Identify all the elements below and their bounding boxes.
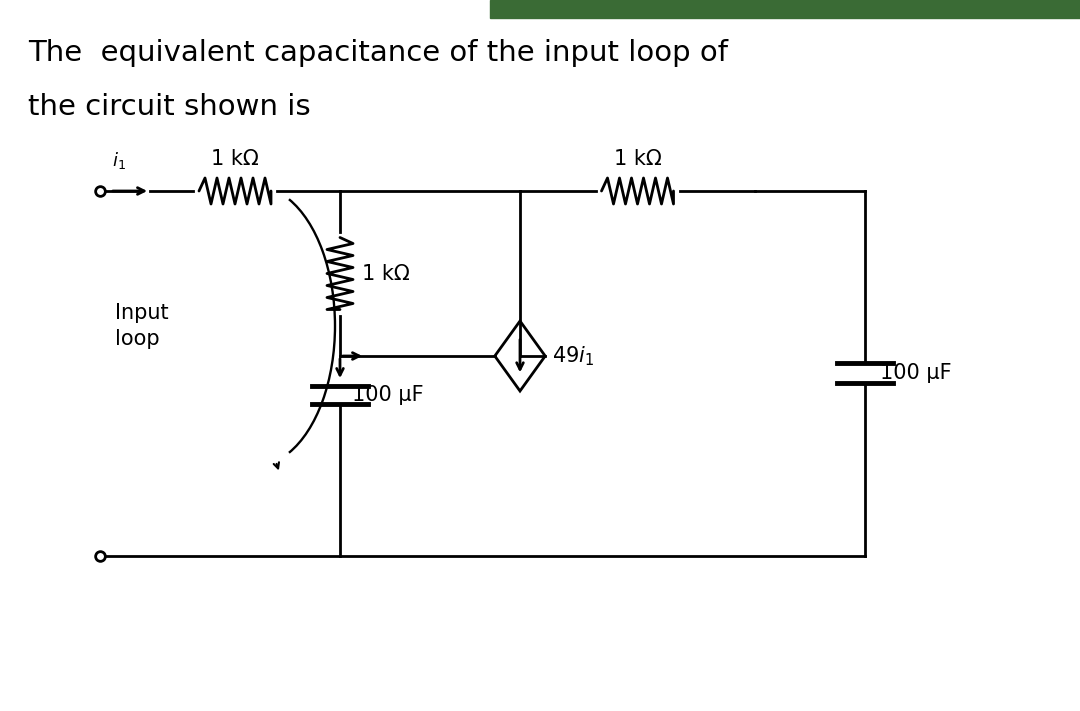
Text: 100 μF: 100 μF [352, 385, 423, 405]
Text: Input
loop: Input loop [114, 303, 168, 349]
Text: 1 kΩ: 1 kΩ [211, 149, 259, 169]
Bar [490, 0, 1080, 18]
Text: the circuit shown is: the circuit shown is [28, 93, 311, 121]
Text: 100 μF: 100 μF [880, 363, 951, 383]
Text: The  equivalent capacitance of the input loop of: The equivalent capacitance of the input … [28, 39, 728, 67]
Text: 1 kΩ: 1 kΩ [613, 149, 661, 169]
Text: $i_1$: $i_1$ [112, 150, 126, 171]
Text: 1 kΩ: 1 kΩ [362, 264, 409, 284]
Text: $49i_1$: $49i_1$ [552, 344, 594, 368]
